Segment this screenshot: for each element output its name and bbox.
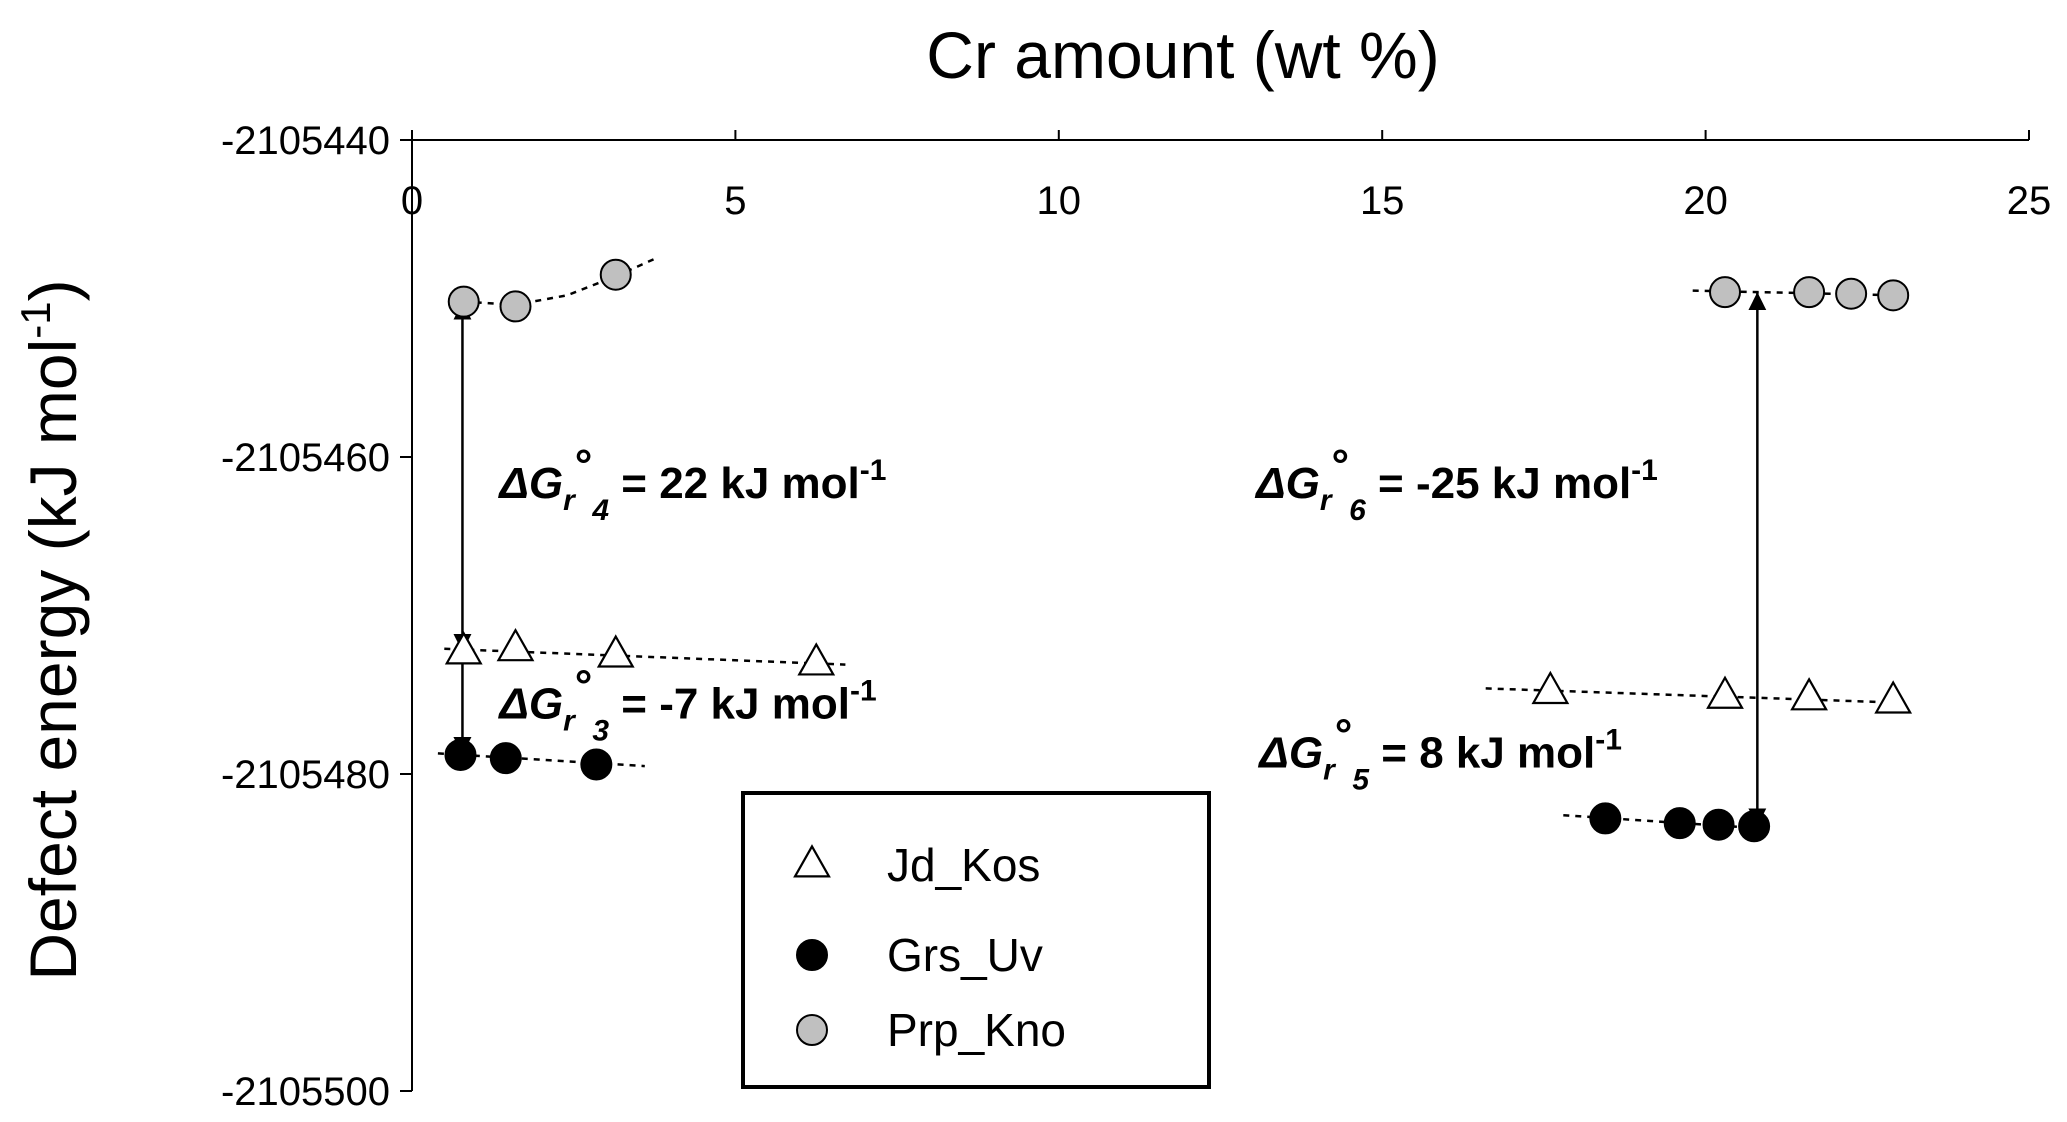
point-jd-kos [496, 627, 535, 662]
y-axis-title-sup: -1 [12, 301, 59, 338]
point-grs-uv [444, 738, 477, 771]
legend: Jd_Kos Grs_Uv Prp_Kno [741, 791, 1211, 1089]
point-jd-kos [1790, 677, 1828, 711]
point-prp-kno [499, 290, 532, 323]
x-tick-label: 15 [1360, 179, 1405, 223]
x-tick-label: 0 [401, 179, 423, 223]
point-grs-uv [580, 748, 613, 781]
point-grs-uv [1738, 810, 1771, 843]
annotation-dg5: ΔGr°5 = 8 kJ mol-1 [1257, 711, 1622, 797]
y-tick-label: -2105440 [221, 119, 390, 163]
data-points [444, 258, 1913, 843]
y-tick-label: -2105500 [221, 1070, 390, 1114]
legend-marker-prp-kno [796, 1014, 828, 1046]
y-axis-title: Defect energy (kJ mol-1) [12, 279, 90, 980]
point-grs-uv [1702, 808, 1735, 841]
point-jd-kos [1531, 670, 1570, 705]
trendlines [437, 257, 1900, 830]
point-jd-kos [444, 631, 483, 665]
point-prp-kno [1709, 276, 1742, 309]
x-tick-label: 20 [1683, 179, 1728, 223]
y-tick-label: -2105480 [221, 753, 390, 797]
x-tick-label: 5 [724, 179, 746, 223]
legend-marker-jd-kos [793, 844, 831, 878]
y-tick-label: -2105460 [221, 436, 390, 480]
x-tick-label: 10 [1037, 179, 1082, 223]
legend-label-jd-kos: Jd_Kos [887, 839, 1040, 891]
legend-label-prp-kno: Prp_Kno [887, 1004, 1066, 1056]
trendline-jd-kos [1485, 687, 1900, 704]
point-jd-kos [797, 642, 836, 676]
point-grs-uv [489, 742, 522, 775]
legend-label-grs-uv: Grs_Uv [887, 929, 1043, 981]
point-jd-kos [596, 634, 635, 668]
annotation-dg6: ΔGr°6 = -25 kJ mol-1 [1254, 441, 1658, 527]
point-grs-uv [1663, 807, 1696, 840]
point-prp-kno [1835, 277, 1868, 310]
point-jd-kos [1874, 680, 1913, 714]
annotations: ΔGr°4 = 22 kJ mol-1 ΔGr°3 = -7 kJ mol-1 ΔG… [497, 441, 1658, 796]
axes: 0 5 10 15 20 25 -2105440 -2105460 -2105480 -21055… [221, 119, 2051, 1114]
arrows [453, 292, 1767, 827]
point-prp-kno [447, 285, 480, 318]
point-grs-uv [1589, 802, 1622, 835]
x-tick-label: 25 [2007, 179, 2052, 223]
point-prp-kno [599, 258, 632, 291]
annotation-dg3: ΔGr°3 = -7 kJ mol-1 [497, 662, 876, 748]
legend-marker-grs-uv [796, 939, 828, 971]
point-prp-kno [1877, 279, 1910, 312]
x-axis-title: Cr amount (wt %) [926, 18, 1439, 92]
annotation-dg4: ΔGr°4 = 22 kJ mol-1 [497, 441, 886, 527]
point-prp-kno [1793, 276, 1826, 309]
point-jd-kos [1706, 675, 1744, 709]
